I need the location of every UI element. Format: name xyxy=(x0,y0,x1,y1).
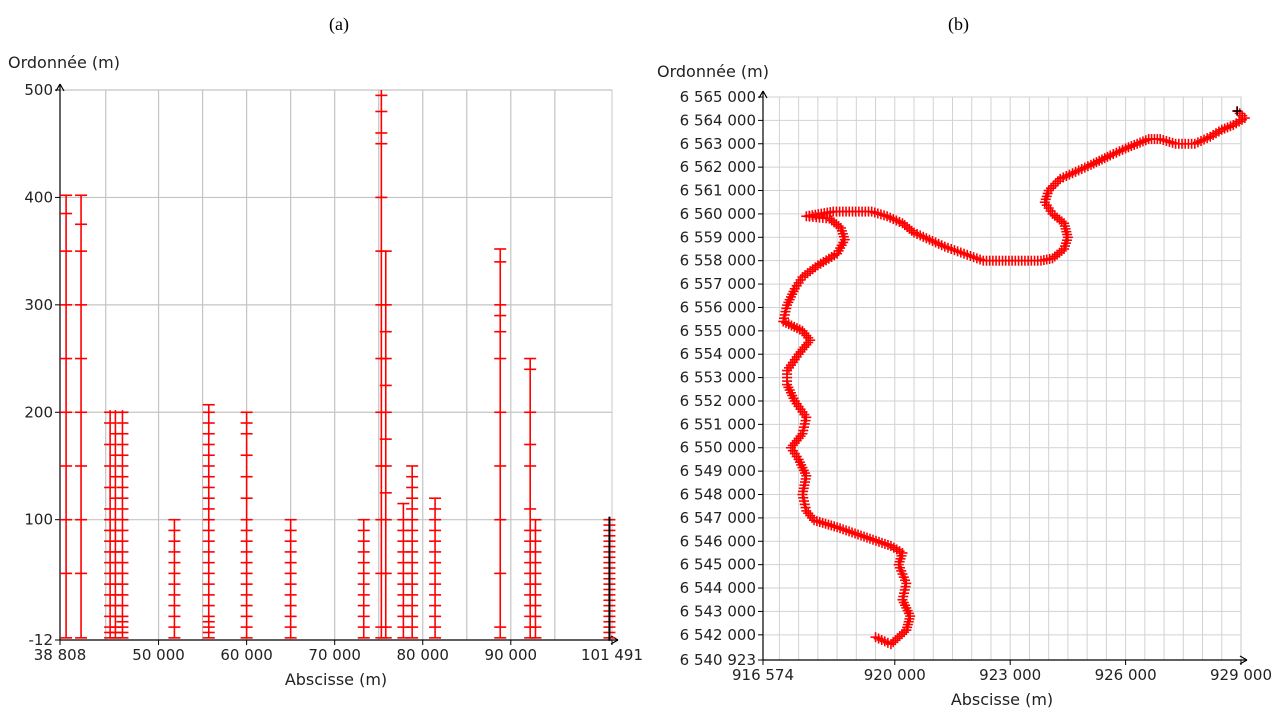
y-tick-label: 100 xyxy=(24,511,53,529)
x-tick-label: 923 000 xyxy=(979,666,1041,684)
y-tick-label: 6 550 000 xyxy=(680,439,756,457)
data-point xyxy=(603,607,616,614)
y-tick-label: 6 562 000 xyxy=(680,158,756,176)
data-point xyxy=(906,225,917,236)
data-point xyxy=(603,586,616,593)
data-point xyxy=(1052,176,1063,187)
data-point xyxy=(603,597,616,604)
end-marker xyxy=(1233,107,1242,116)
data-point xyxy=(603,602,616,609)
data-point xyxy=(603,575,616,582)
y-tick-label: 400 xyxy=(24,188,53,206)
x-tick-label: 90 000 xyxy=(485,646,538,664)
y-tick-label: 6 564 000 xyxy=(680,111,756,129)
series-b xyxy=(778,106,1250,650)
y-axis-title: Ordonnée (m) xyxy=(657,62,769,81)
grid xyxy=(763,96,1241,660)
data-point xyxy=(795,431,806,442)
data-point xyxy=(603,516,616,523)
data-point xyxy=(803,508,814,519)
x-tick-label: 38 808 xyxy=(34,646,87,664)
plot-area xyxy=(59,89,613,641)
y-tick-label: 6 557 000 xyxy=(680,275,756,293)
y-tick-label: 500 xyxy=(24,81,53,99)
chart-a: -12 100 200 300 400 500 38 808 50 000 60 000 70 0… xyxy=(8,53,643,689)
data-point xyxy=(1045,183,1056,194)
data-point xyxy=(603,629,616,636)
y-tick-label: 6 542 000 xyxy=(680,626,756,644)
x-tick-label: 916 574 xyxy=(732,666,794,684)
panel-a-label: (a) xyxy=(329,14,349,34)
y-tick-label: 6 549 000 xyxy=(680,462,756,480)
x-tick-label: 926 000 xyxy=(1095,666,1157,684)
y-tick-label: -12 xyxy=(29,631,54,649)
x-tick-label: 60 000 xyxy=(220,646,273,664)
y-tick-label: 6 554 000 xyxy=(680,345,756,363)
data-point xyxy=(1049,210,1060,221)
data-point xyxy=(603,559,616,566)
y-tick-label: 6 558 000 xyxy=(680,252,756,270)
y-tick-label: 6 563 000 xyxy=(680,135,756,153)
x-tick-label: 101 491 xyxy=(581,646,643,664)
y-tick-label: 6 540 923 xyxy=(680,651,756,669)
y-tick-label: 6 548 000 xyxy=(680,486,756,504)
data-point xyxy=(603,554,616,561)
y-tick-label: 6 545 000 xyxy=(680,556,756,574)
x-tick-label: 80 000 xyxy=(396,646,449,664)
data-point xyxy=(603,527,616,534)
data-point xyxy=(1048,180,1059,191)
data-point xyxy=(603,581,616,588)
y-tick-label: 6 559 000 xyxy=(680,228,756,246)
y-tick-label: 200 xyxy=(24,403,53,421)
data-point xyxy=(603,565,616,572)
y-tick-label: 300 xyxy=(24,296,53,314)
y-tick-label: 6 565 000 xyxy=(680,88,756,106)
plot-area xyxy=(762,96,1242,661)
x-tick-label: 920 000 xyxy=(864,666,926,684)
data-point xyxy=(603,618,616,625)
panel-b-label: (b) xyxy=(948,14,969,34)
x-axis-title: Abscisse (m) xyxy=(285,670,387,689)
y-tick-label: 6 543 000 xyxy=(680,602,756,620)
data-point xyxy=(1043,185,1054,196)
data-point xyxy=(603,522,616,529)
y-tick-label: 6 556 000 xyxy=(680,298,756,316)
data-point xyxy=(603,548,616,555)
data-point xyxy=(603,570,616,577)
y-axis-title: Ordonnée (m) xyxy=(8,53,120,72)
data-point xyxy=(603,543,616,550)
data-point xyxy=(603,634,616,641)
x-axis-title: Abscisse (m) xyxy=(951,690,1053,709)
data-point xyxy=(603,613,616,620)
x-tick-label: 50 000 xyxy=(132,646,185,664)
y-tick-label: 6 552 000 xyxy=(680,392,756,410)
x-tick-label: 70 000 xyxy=(308,646,361,664)
y-tick-label: 6 546 000 xyxy=(680,532,756,550)
y-tick-label: 6 544 000 xyxy=(680,579,756,597)
data-point xyxy=(1050,178,1061,189)
data-point xyxy=(603,591,616,598)
y-tick-label: 6 551 000 xyxy=(680,415,756,433)
data-point xyxy=(603,532,616,539)
series-a xyxy=(60,90,616,641)
y-tick-label: 6 555 000 xyxy=(680,322,756,340)
y-tick-label: 6 547 000 xyxy=(680,509,756,527)
y-tick-label: 6 561 000 xyxy=(680,182,756,200)
y-tick-label: 6 560 000 xyxy=(680,205,756,223)
data-point xyxy=(826,215,837,226)
data-point xyxy=(603,538,616,545)
x-tick-label: 929 000 xyxy=(1210,666,1272,684)
y-tick-label: 6 553 000 xyxy=(680,369,756,387)
data-point xyxy=(603,624,616,631)
chart-b: 6 540 923 6 542 000 6 543 000 6 544 000 6 54… xyxy=(657,62,1272,709)
